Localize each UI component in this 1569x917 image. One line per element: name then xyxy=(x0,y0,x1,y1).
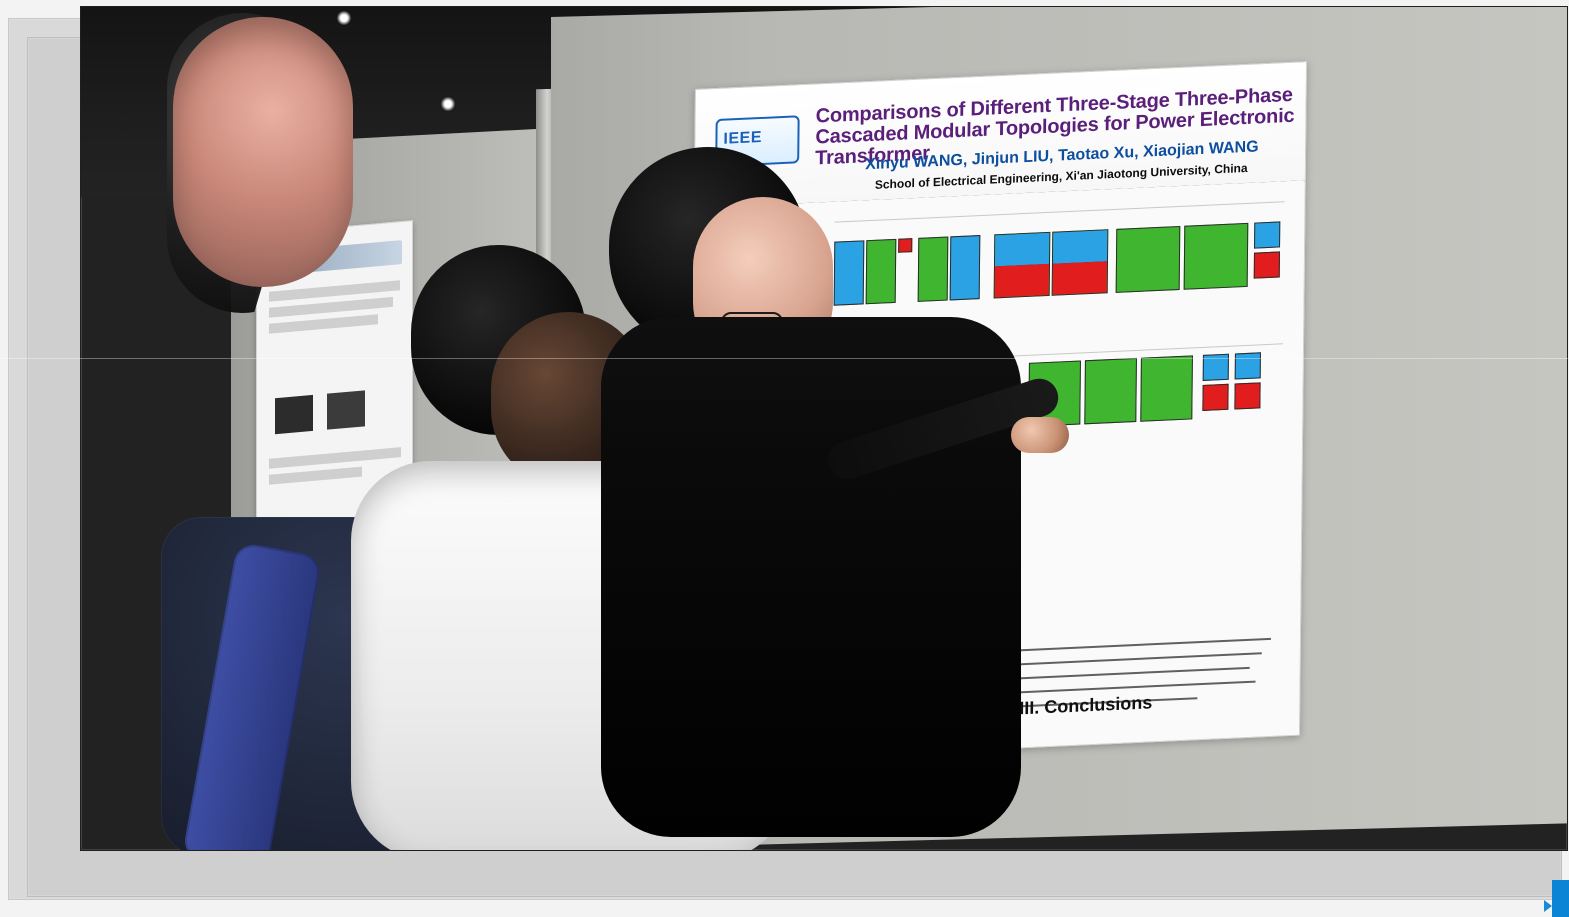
module-green xyxy=(865,238,897,305)
poster-logo: IEEE xyxy=(715,115,800,168)
module-pair-top xyxy=(1052,230,1108,265)
left-poster-image xyxy=(275,394,313,435)
side-module-red xyxy=(1202,383,1229,411)
body-text xyxy=(994,631,1285,739)
module-green xyxy=(1140,355,1193,422)
topology-diagrams xyxy=(832,201,1285,472)
module-pair-bottom xyxy=(949,395,1004,430)
module-pair-top xyxy=(994,232,1050,268)
ceiling-light xyxy=(441,97,455,111)
text-line xyxy=(994,666,1250,681)
text-line xyxy=(994,637,1271,653)
diagram-divider xyxy=(834,201,1285,223)
module-pair-top xyxy=(833,370,888,405)
module-green xyxy=(1115,225,1181,293)
module-pair-bottom xyxy=(994,263,1049,298)
module-pair xyxy=(832,369,889,436)
research-poster: IEEE Comparisons of Different Three-Stag… xyxy=(687,61,1307,764)
left-poster-text-line xyxy=(269,447,401,469)
side-module-red xyxy=(1253,251,1280,279)
module-pair-top xyxy=(891,367,946,403)
text-line xyxy=(994,652,1262,667)
module-blue xyxy=(833,240,865,306)
module-pair-bottom xyxy=(833,401,888,435)
diagram-row-top xyxy=(833,221,1285,313)
frame-line xyxy=(0,358,1569,359)
module-pair-top xyxy=(949,364,1004,400)
left-poster-title-bar xyxy=(267,240,402,276)
photo-scene: P2101 IEEE Comparisons of Different Thre… xyxy=(81,7,1567,850)
module-pair xyxy=(993,231,1051,299)
left-poster-text-line xyxy=(269,314,378,334)
module-pair xyxy=(890,366,947,434)
play-icon xyxy=(1544,900,1552,912)
module-pair xyxy=(1051,229,1109,296)
corner-accent xyxy=(1552,880,1569,917)
side-module-blue xyxy=(1234,352,1261,380)
main-photo: P2101 IEEE Comparisons of Different Thre… xyxy=(80,6,1568,851)
side-module-red xyxy=(1234,382,1261,410)
left-poster xyxy=(256,220,413,536)
module-green xyxy=(917,236,949,302)
poster-logo-text: IEEE xyxy=(723,128,763,148)
equation-glyph: T xyxy=(1010,623,1022,644)
side-module-blue xyxy=(1254,221,1281,249)
module-pair-bottom xyxy=(1052,261,1107,295)
module-pair-bottom xyxy=(891,398,946,433)
module-pair xyxy=(948,363,1005,431)
ceiling-light xyxy=(337,11,351,25)
module-green xyxy=(1084,357,1137,425)
poster-body: T III. Conclusions xyxy=(688,180,1305,763)
text-line xyxy=(994,680,1256,695)
left-poster-image xyxy=(327,390,365,430)
module-blue xyxy=(949,235,981,301)
module-red xyxy=(898,238,913,253)
module-green xyxy=(1028,360,1081,427)
module-green xyxy=(1183,222,1249,290)
equation: T xyxy=(1010,623,1021,645)
diagram-row-bottom xyxy=(832,351,1283,443)
left-poster-text-line xyxy=(269,466,362,485)
